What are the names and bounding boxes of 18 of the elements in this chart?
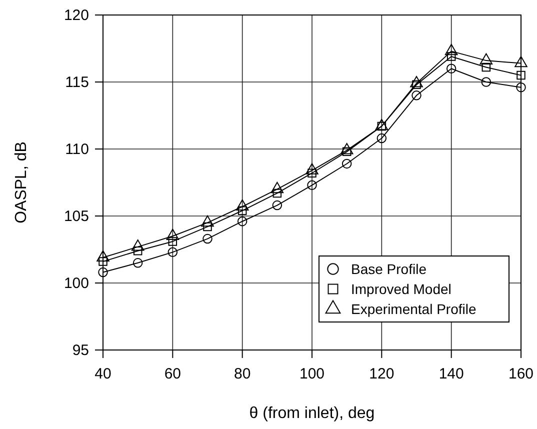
legend-label: Base Profile <box>351 261 427 277</box>
x-tick-label: 80 <box>234 366 251 383</box>
legend-label: Improved Model <box>351 281 452 297</box>
y-tick-label: 95 <box>72 342 89 359</box>
x-tick-label: 40 <box>94 366 112 383</box>
y-axis-title: OASPL, dB <box>13 142 30 224</box>
x-tick-label: 100 <box>299 366 325 383</box>
y-tick-label: 110 <box>65 140 89 158</box>
x-tick-label: 60 <box>164 366 182 383</box>
x-tick-label: 120 <box>369 366 394 383</box>
y-tick-label: 100 <box>64 274 89 292</box>
legend-label: Experimental Profile <box>351 301 476 317</box>
x-axis-title: θ (from inlet), deg <box>249 405 375 422</box>
y-tick-label: 105 <box>64 208 89 225</box>
y-tick-label: 120 <box>64 6 89 24</box>
x-tick-label: 160 <box>508 366 534 383</box>
y-tick-label: 115 <box>65 74 89 91</box>
x-tick-label: 140 <box>438 366 464 383</box>
